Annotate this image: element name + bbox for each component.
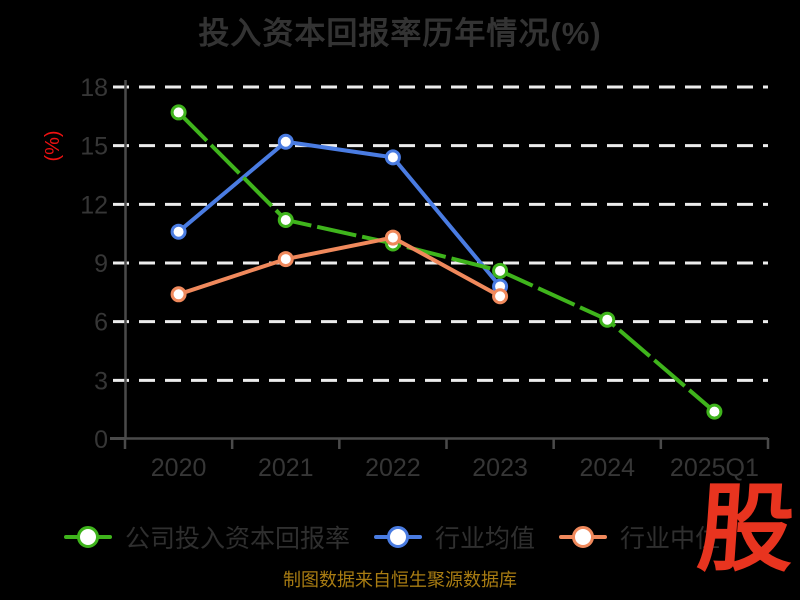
data-point-1-2021[interactable] [277,133,294,150]
legend-item-industry-mean[interactable]: 行业均值 [374,519,535,555]
y-tick-label-9: 9 [94,250,108,278]
y-tick-label-0: 0 [94,426,108,454]
y-tick-label-15: 15 [80,133,108,161]
data-point-0-2025Q1[interactable] [706,403,723,420]
data-point-2-2020[interactable] [170,286,187,303]
x-tick-label-2025Q1: 2025Q1 [670,454,759,482]
series-line-2 [177,235,502,298]
data-point-1-2020[interactable] [170,223,187,240]
y-tick-label-6: 6 [94,309,108,337]
line-circle-marker-icon [559,525,608,549]
x-tick-label-2021: 2021 [258,454,314,482]
x-tick-label-2023: 2023 [472,454,528,482]
x-tick-label-2024: 2024 [579,454,635,482]
y-tick-label-12: 12 [80,191,108,219]
data-source-note: 制图数据来自恒生聚源数据库 [283,570,517,590]
data-point-2-2021[interactable] [277,251,294,268]
data-point-0-2021[interactable] [277,211,294,228]
line-circle-marker-icon [64,525,112,549]
series-line-1 [177,139,502,288]
data-point-2-2023[interactable] [492,288,509,305]
y-tick-label-3: 3 [94,367,108,395]
chart-title: 投入资本回报率历年情况(%) [198,16,602,51]
x-tick-label-2020: 2020 [151,454,207,482]
legend-label-company-roic: 公司投入资本回报率 [125,525,351,553]
line-circle-marker-icon [374,525,423,549]
y-tick-label-18: 18 [80,74,108,102]
data-point-0-2023[interactable] [492,262,509,279]
legend-item-company-roic[interactable]: 公司投入资本回报率 [64,519,350,555]
legend: 公司投入资本回报率 行业均值 行业中位 [64,518,720,556]
legend-label-industry-mean: 行业均值 [435,525,536,553]
data-point-2-2022[interactable] [384,229,401,246]
data-point-1-2022[interactable] [384,149,401,166]
legend-item-industry-median[interactable]: 行业中位 [559,519,720,555]
gu-watermark-logo: 股 [694,476,798,583]
legend-label-industry-median: 行业中位 [620,525,721,553]
data-point-0-2024[interactable] [599,311,616,328]
x-tick-label-2022: 2022 [365,454,421,482]
series-line-0 [177,111,716,414]
data-point-0-2020[interactable] [170,104,187,121]
